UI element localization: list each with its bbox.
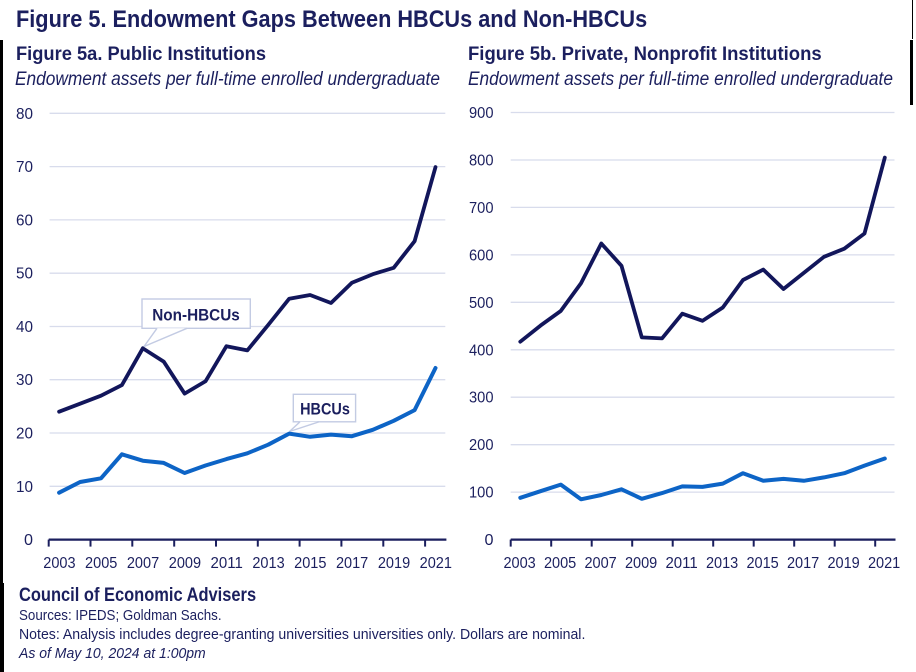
svg-text:800: 800 xyxy=(469,153,494,170)
svg-text:600: 600 xyxy=(469,247,494,264)
svg-text:2021: 2021 xyxy=(420,555,452,572)
svg-text:2011: 2011 xyxy=(665,555,697,572)
svg-text:0: 0 xyxy=(24,532,33,549)
svg-text:Non-HBCUs: Non-HBCUs xyxy=(152,306,240,325)
svg-text:70: 70 xyxy=(16,159,33,176)
svg-text:2009: 2009 xyxy=(625,555,657,572)
svg-text:2017: 2017 xyxy=(336,555,368,572)
svg-text:0: 0 xyxy=(485,532,494,549)
svg-text:2013: 2013 xyxy=(706,555,738,572)
svg-text:100: 100 xyxy=(469,485,494,502)
svg-text:2021: 2021 xyxy=(868,555,900,572)
svg-text:2005: 2005 xyxy=(544,555,576,572)
svg-text:2003: 2003 xyxy=(43,555,75,572)
svg-text:2009: 2009 xyxy=(169,555,201,572)
svg-text:2013: 2013 xyxy=(252,555,284,572)
svg-text:2015: 2015 xyxy=(746,555,778,572)
svg-text:2015: 2015 xyxy=(294,555,326,572)
svg-text:2007: 2007 xyxy=(127,555,159,572)
svg-text:2005: 2005 xyxy=(85,555,117,572)
svg-text:50: 50 xyxy=(16,266,33,283)
svg-text:HBCUs: HBCUs xyxy=(300,400,350,419)
svg-text:700: 700 xyxy=(469,200,494,217)
svg-text:2017: 2017 xyxy=(787,555,819,572)
svg-text:2019: 2019 xyxy=(378,555,410,572)
svg-text:900: 900 xyxy=(469,105,494,122)
svg-text:400: 400 xyxy=(469,342,494,359)
svg-text:40: 40 xyxy=(16,319,33,336)
svg-text:300: 300 xyxy=(469,390,494,407)
svg-text:500: 500 xyxy=(469,295,494,312)
svg-text:10: 10 xyxy=(16,479,33,496)
svg-text:80: 80 xyxy=(16,106,33,123)
svg-text:60: 60 xyxy=(16,212,33,229)
svg-text:30: 30 xyxy=(16,372,33,389)
svg-text:2007: 2007 xyxy=(584,555,616,572)
svg-text:2003: 2003 xyxy=(503,555,535,572)
svg-text:2011: 2011 xyxy=(211,555,243,572)
svg-text:2019: 2019 xyxy=(827,555,859,572)
svg-text:20: 20 xyxy=(16,426,33,443)
svg-text:200: 200 xyxy=(469,437,494,454)
